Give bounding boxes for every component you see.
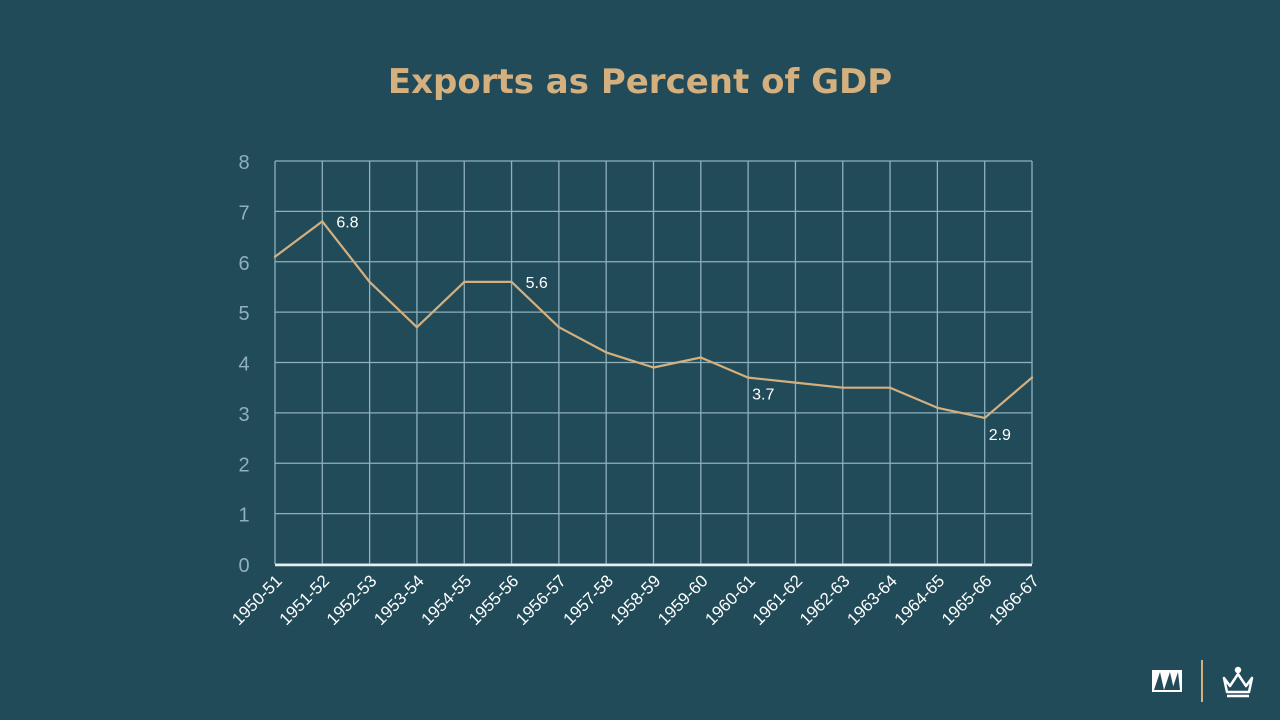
logo-divider [1201, 660, 1203, 702]
data-point [1030, 376, 1034, 379]
y-tick-label: 8 [238, 152, 249, 174]
x-tick-label: 1965-66 [938, 571, 996, 629]
y-tick-label: 5 [238, 303, 249, 325]
y-tick-label: 7 [238, 202, 249, 224]
x-tick-label: 1955-56 [465, 571, 523, 629]
data-point [415, 326, 419, 329]
data-point [652, 366, 655, 369]
y-tick-label: 1 [238, 505, 249, 527]
x-tick-label: 1953-54 [370, 571, 428, 629]
chart-title: Exports as Percent of GDP [387, 62, 893, 102]
x-tick-label: 1959-60 [654, 571, 712, 629]
data-point [368, 280, 371, 284]
logo-group [1152, 660, 1254, 702]
x-tick-label: 1966-67 [985, 571, 1043, 629]
data-label: 6.8 [336, 214, 358, 231]
x-tick-label: 1956-57 [512, 571, 570, 629]
columbia-business-school-mark-icon [1152, 670, 1182, 692]
x-tick-label: 1964-65 [891, 571, 949, 629]
data-label: 5.6 [526, 275, 548, 292]
data-point [463, 280, 466, 284]
y-tick-label: 3 [238, 404, 249, 426]
data-point [841, 386, 844, 389]
data-point [510, 280, 513, 284]
x-tick-label: 1954-55 [418, 571, 476, 629]
columbia-crown-icon [1222, 666, 1254, 698]
x-tick-label: 1957-58 [559, 571, 617, 629]
x-tick-label: 1962-63 [796, 571, 854, 629]
data-label: 3.7 [752, 387, 774, 404]
data-point [321, 220, 324, 223]
data-point [794, 381, 797, 384]
y-tick-label: 0 [238, 555, 249, 577]
data-point [983, 416, 986, 420]
data-point [746, 376, 750, 379]
x-tick-label: 1950-51 [228, 571, 286, 629]
x-tick-label: 1960-61 [701, 571, 759, 629]
data-point [936, 406, 939, 410]
data-point [888, 386, 892, 389]
data-label: 2.9 [989, 427, 1011, 444]
data-point [273, 255, 277, 258]
y-tick-label: 4 [238, 354, 249, 376]
data-point [699, 356, 703, 359]
x-tick-label: 1963-64 [843, 571, 901, 629]
x-tick-label: 1961-62 [749, 571, 807, 629]
x-tick-label: 1952-53 [323, 571, 381, 629]
y-tick-label: 2 [238, 454, 249, 476]
x-tick-label: 1958-59 [607, 571, 665, 629]
data-point [557, 326, 561, 329]
y-tick-label: 6 [238, 253, 249, 275]
data-point [604, 351, 608, 354]
x-tick-label: 1951-52 [276, 571, 334, 629]
